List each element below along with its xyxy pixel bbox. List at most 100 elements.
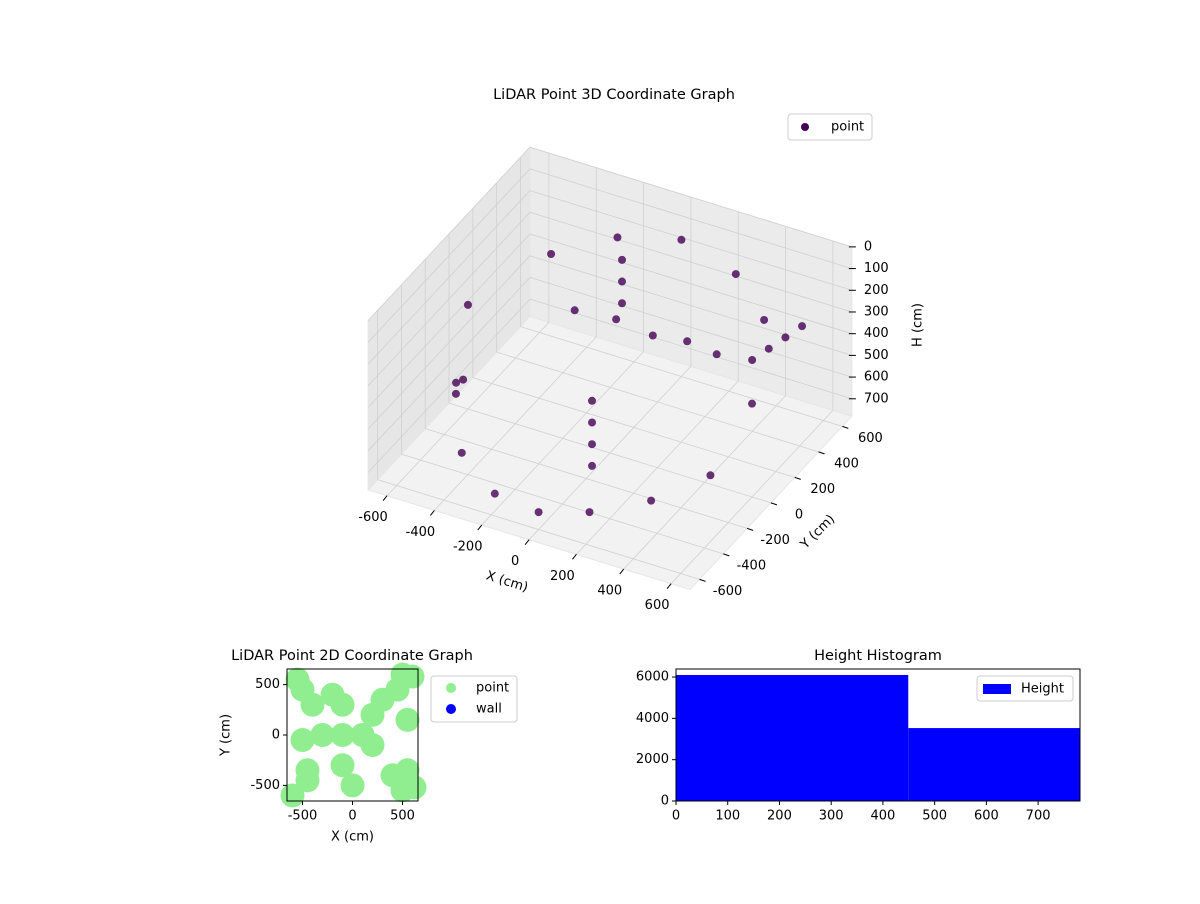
x-tick-label: 400	[871, 809, 896, 824]
point	[712, 350, 721, 359]
point	[588, 461, 597, 470]
x-tick	[524, 539, 530, 546]
x-tick	[619, 568, 625, 575]
y-tick-label: 6000	[636, 670, 669, 685]
z-axis-label: H (cm)	[911, 303, 926, 347]
point	[400, 664, 425, 689]
x-axis-label: X (cm)	[331, 830, 374, 845]
point	[534, 508, 543, 517]
grid-line	[401, 453, 724, 555]
y-tick-label: 0	[272, 728, 280, 743]
point	[731, 270, 740, 279]
grid-line	[377, 479, 700, 580]
x-tick-label: 600	[645, 598, 670, 613]
x-tick-label: -200	[453, 540, 483, 555]
grid-line	[425, 428, 748, 529]
point	[798, 322, 807, 331]
grid-line	[529, 211, 852, 313]
point	[402, 775, 427, 800]
point	[490, 489, 499, 498]
point	[677, 235, 686, 244]
point	[360, 733, 385, 758]
grid-line	[529, 168, 852, 269]
x-tick	[430, 510, 435, 516]
point	[648, 331, 657, 340]
point	[330, 723, 355, 747]
y-tick	[770, 502, 778, 506]
y-tick-label: 2000	[636, 752, 669, 767]
y-tick-label: 4000	[636, 711, 669, 726]
point	[748, 355, 757, 364]
x-tick-label: 0	[672, 809, 680, 824]
grid-line	[520, 326, 843, 427]
grid-line	[529, 255, 852, 356]
point	[618, 277, 627, 286]
z-tick-label: 600	[864, 370, 889, 385]
chart-title: LiDAR Point 2D Coordinate Graph	[231, 648, 473, 664]
x-tick-label: -600	[358, 510, 388, 525]
x-tick-label: -400	[406, 525, 436, 540]
point	[340, 773, 365, 798]
y-tick	[699, 578, 706, 582]
z-tick-label: 200	[864, 283, 889, 298]
point	[370, 687, 395, 712]
point	[764, 344, 773, 353]
x-tick-label: 600	[974, 809, 999, 824]
x-tick-label: 200	[767, 809, 792, 824]
y-tick-label: 600	[858, 431, 883, 446]
legend-marker	[446, 683, 456, 693]
point	[451, 389, 460, 398]
point	[310, 723, 335, 747]
grid-line	[472, 377, 795, 478]
z-tick-label: 400	[864, 326, 889, 341]
legend-marker	[446, 704, 456, 714]
x-tick-label: 0	[511, 554, 519, 569]
plot-frame	[675, 668, 1081, 802]
z-tick-label: 500	[864, 348, 889, 363]
y-tick-label: 200	[810, 482, 835, 497]
point	[706, 471, 715, 480]
z-tick-label: 300	[864, 304, 889, 319]
point	[395, 707, 420, 732]
x-tick-label: 500	[390, 809, 415, 824]
point	[452, 378, 461, 387]
point	[459, 375, 468, 384]
point	[463, 300, 472, 309]
x-tick	[477, 524, 483, 531]
grid-line	[529, 233, 852, 335]
legend-label: point	[476, 681, 509, 696]
grid-line	[367, 298, 531, 473]
grid-line	[367, 255, 531, 430]
x-tick-label: 400	[597, 584, 622, 599]
grid-line	[367, 212, 531, 386]
point	[588, 440, 597, 449]
grid-line	[529, 190, 852, 291]
grid-line	[367, 233, 531, 408]
legend-box	[976, 675, 1074, 702]
grid-line	[367, 168, 531, 343]
legend-label: Height	[1021, 682, 1064, 697]
y-tick-label: 0	[795, 507, 803, 522]
point	[760, 315, 769, 324]
point	[588, 396, 597, 405]
y-tick	[842, 425, 849, 429]
y-tick	[794, 476, 801, 480]
point	[295, 758, 320, 783]
y-tick-label: -600	[713, 584, 743, 599]
point	[457, 448, 466, 457]
y-tick-label: -500	[250, 778, 280, 793]
x-tick	[382, 495, 388, 502]
y-tick-label: -400	[737, 558, 767, 573]
y-tick-label: 500	[255, 677, 280, 692]
point	[612, 315, 621, 324]
point	[330, 753, 355, 778]
x-tick-label: 200	[550, 569, 575, 584]
legend-label: point	[831, 120, 864, 135]
legend-box	[787, 113, 873, 141]
y-tick	[818, 451, 825, 455]
legend-label: wall	[476, 702, 502, 717]
grid-line	[529, 298, 852, 400]
point	[588, 418, 597, 427]
y-tick-label: 400	[834, 456, 859, 471]
